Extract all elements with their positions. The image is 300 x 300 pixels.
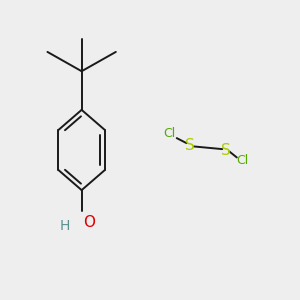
- Text: S: S: [221, 142, 231, 158]
- Text: H: H: [60, 219, 70, 233]
- Text: Cl: Cl: [236, 154, 248, 167]
- Text: Cl: Cl: [163, 127, 176, 140]
- Text: O: O: [83, 215, 95, 230]
- Text: S: S: [185, 138, 195, 153]
